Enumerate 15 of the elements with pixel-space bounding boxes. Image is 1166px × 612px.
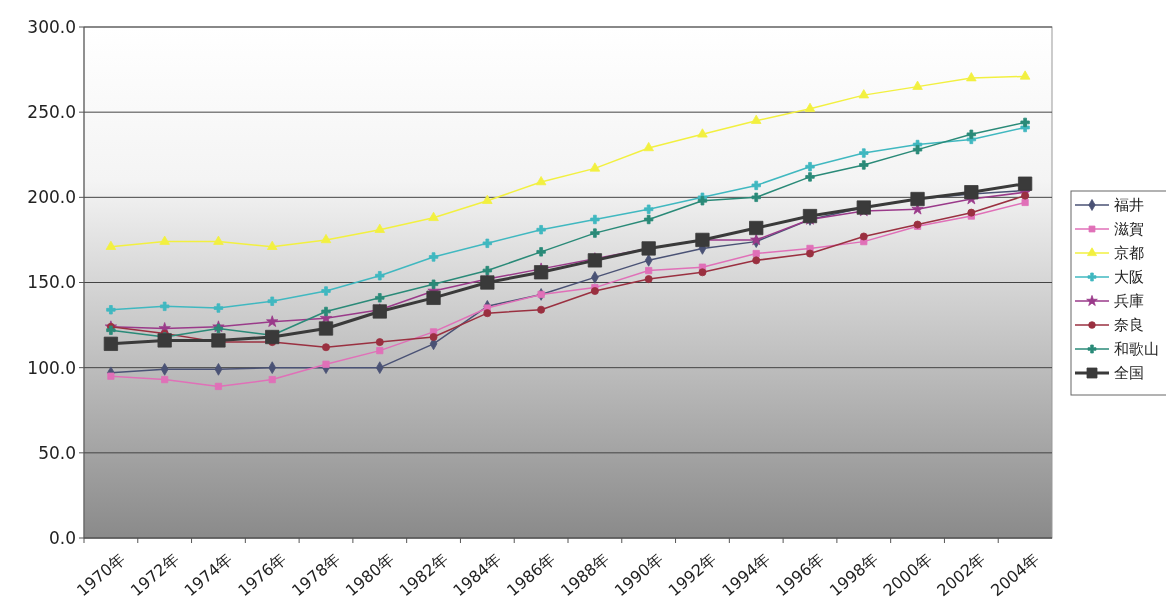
y-tick-label: 50.0: [38, 442, 76, 463]
legend-label: 全国: [1114, 364, 1144, 383]
y-tick-label: 200.0: [27, 187, 76, 208]
legend-label: 福井: [1114, 196, 1144, 215]
legend-label: 奈良: [1114, 316, 1144, 335]
legend-label: 兵庫: [1114, 292, 1144, 311]
y-tick-label: 300.0: [27, 16, 76, 37]
legend-label: 和歌山: [1114, 340, 1159, 359]
y-tick-label: 150.0: [27, 272, 76, 293]
legend-label: 京都: [1114, 244, 1144, 263]
y-tick-label: 100.0: [27, 357, 76, 378]
legend-label: 大阪: [1114, 268, 1144, 287]
y-tick-label: 250.0: [27, 102, 76, 123]
legend-label: 滋賀: [1114, 220, 1144, 239]
y-tick-label: 0.0: [48, 527, 76, 548]
